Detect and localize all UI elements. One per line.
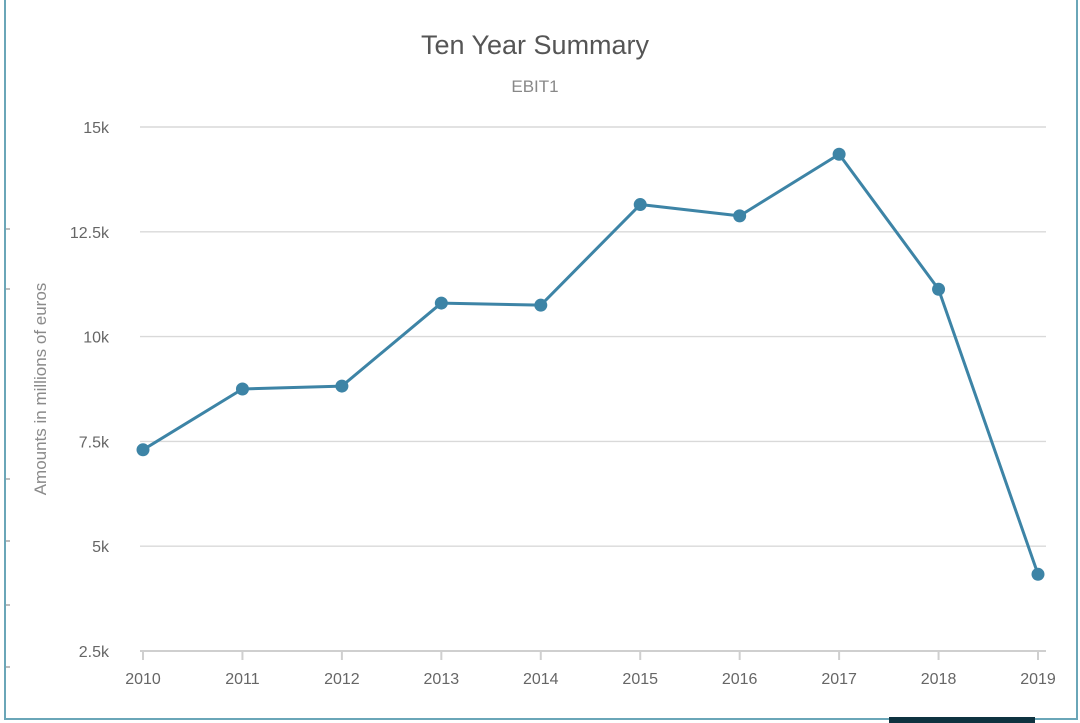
x-tick-label: 2014: [523, 671, 559, 688]
y-tick-label: 7.5k: [79, 434, 110, 451]
x-tick-label: 2015: [622, 671, 658, 688]
x-tick-label: 2012: [324, 671, 360, 688]
chart-title: Ten Year Summary: [421, 30, 650, 60]
y-axis-label: Amounts in millions of euros: [31, 283, 50, 496]
y-tick-label: 5k: [92, 539, 110, 556]
y-tick-label: 15k: [83, 120, 110, 137]
data-point[interactable]: [1031, 567, 1045, 581]
data-point[interactable]: [932, 282, 946, 296]
bottom-tab-indicator: [889, 717, 1035, 723]
chart-frame: Ten Year Summary EBIT1 Amounts in millio…: [4, 0, 1078, 720]
y-tick-labels: 2.5k 5k 7.5k 10k 12.5k 15k: [70, 120, 110, 661]
gridlines: [140, 126, 1046, 652]
x-tick-label: 2017: [821, 671, 857, 688]
edge-tick: [6, 604, 10, 606]
x-tick-label: 2018: [921, 671, 957, 688]
line-chart: Ten Year Summary EBIT1 Amounts in millio…: [31, 30, 1056, 688]
chart-subtitle: EBIT1: [511, 77, 558, 96]
series-ebit: [136, 147, 1045, 581]
data-point[interactable]: [335, 379, 349, 393]
edge-tick: [6, 288, 10, 290]
data-point[interactable]: [633, 198, 647, 212]
x-tick-label: 2013: [424, 671, 460, 688]
edge-tick: [6, 478, 10, 480]
data-point[interactable]: [733, 209, 747, 223]
x-tick-label: 2011: [225, 671, 260, 688]
data-point[interactable]: [832, 147, 846, 161]
edge-tick: [6, 540, 10, 542]
series-line: [142, 152, 1040, 575]
x-tick-label: 2016: [722, 671, 758, 688]
edge-tick: [6, 666, 10, 668]
x-tick-label: 2010: [125, 671, 161, 688]
y-tick-label: 12.5k: [70, 225, 110, 242]
data-point[interactable]: [434, 296, 448, 310]
edge-tick: [6, 228, 10, 230]
data-point[interactable]: [235, 382, 249, 396]
x-tick-label: 2019: [1020, 671, 1056, 688]
data-point[interactable]: [534, 298, 548, 312]
x-tick-labels: 2010 2011 2012 2013 2014 2015 2016 2017 2018 2019: [125, 651, 1056, 688]
y-tick-label: 10k: [83, 330, 110, 347]
y-tick-label: 2.5k: [79, 644, 110, 661]
data-point[interactable]: [136, 443, 150, 457]
